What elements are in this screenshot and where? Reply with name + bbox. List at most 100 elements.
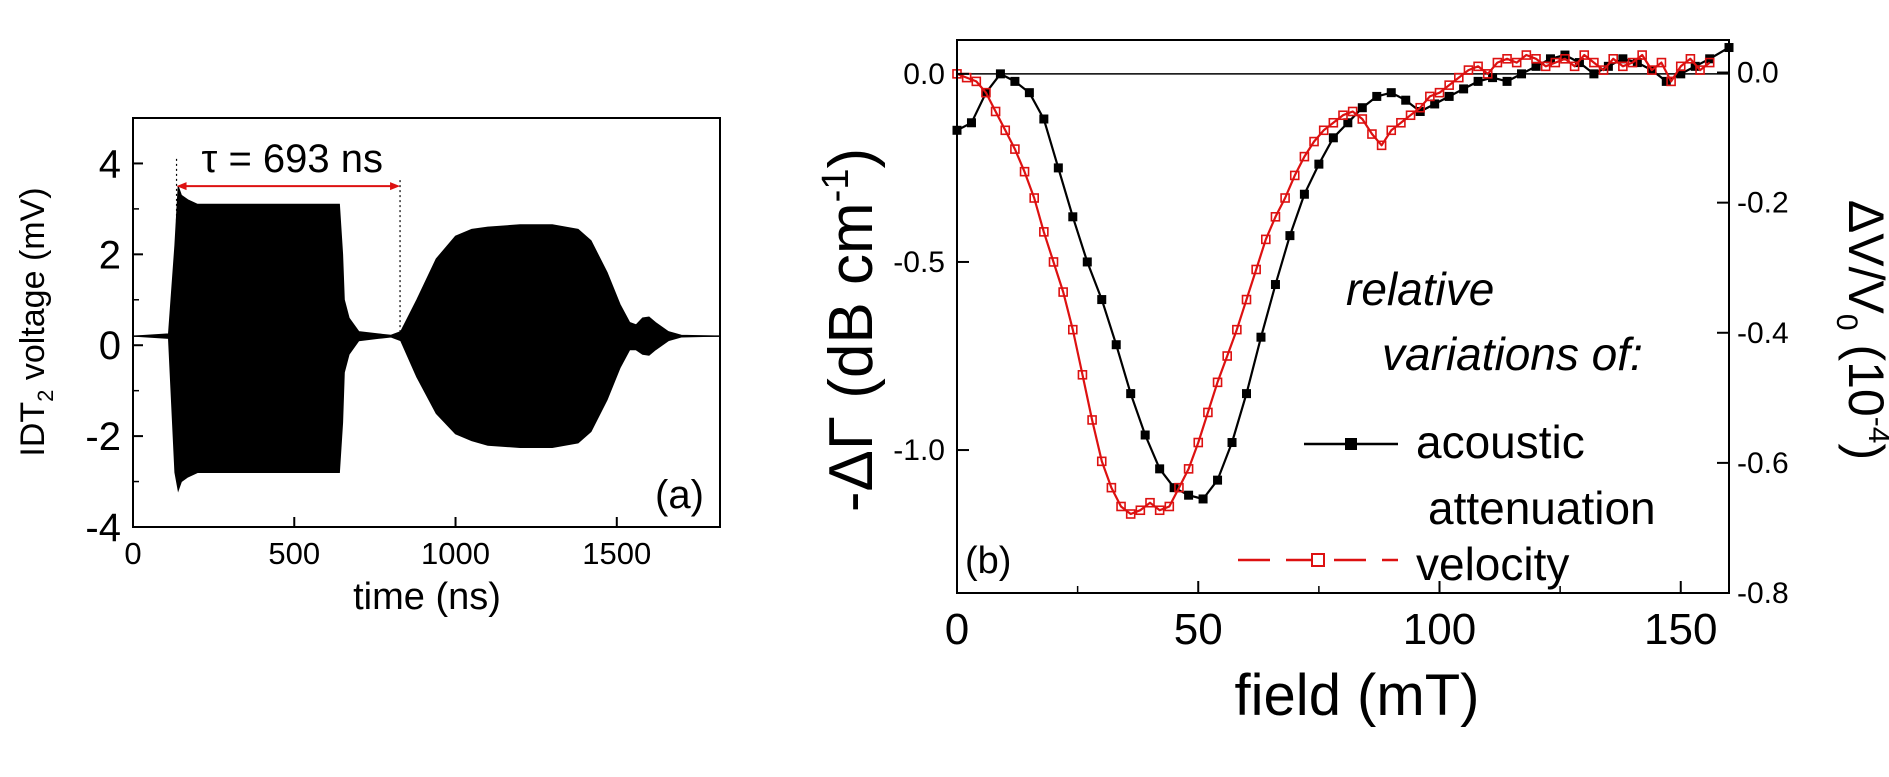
data-point-velocity bbox=[1096, 456, 1107, 467]
legend-marker-acoustic bbox=[1345, 438, 1357, 450]
panel-b-x-tick-label: 100 bbox=[1403, 605, 1476, 654]
data-point-velocity bbox=[1511, 57, 1522, 68]
data-point-acoustic bbox=[1198, 494, 1208, 504]
panel-b-x-tick-label: 50 bbox=[1174, 605, 1223, 654]
data-point-velocity bbox=[1087, 415, 1097, 425]
panel-a-frame bbox=[132, 117, 721, 528]
panel-b-y-axis-label-right: ΔV/V0 (10-4) bbox=[1830, 200, 1889, 460]
annotation-arrow-head-left bbox=[176, 182, 187, 191]
panel-b-y-tick-label: 0.0 bbox=[903, 58, 945, 91]
panel-a-y-tick-label: -2 bbox=[85, 415, 121, 459]
data-point-velocity bbox=[1589, 57, 1599, 68]
data-point-acoustic bbox=[1068, 212, 1078, 222]
data-point-velocity bbox=[1203, 407, 1213, 418]
data-point-acoustic bbox=[1314, 159, 1324, 169]
data-point-velocity bbox=[1367, 129, 1377, 139]
data-point-velocity bbox=[1010, 144, 1020, 154]
data-point-velocity bbox=[1270, 212, 1281, 222]
annotation-delay-text: τ = 693 ns bbox=[202, 137, 383, 181]
data-point-acoustic bbox=[1299, 189, 1309, 199]
data-point-velocity bbox=[1068, 324, 1078, 335]
data-point-velocity bbox=[1695, 65, 1705, 75]
data-point-acoustic bbox=[1386, 88, 1396, 98]
panel-a-x-tick-label: 1500 bbox=[582, 536, 651, 571]
data-point-acoustic bbox=[1169, 483, 1179, 493]
data-point-velocity bbox=[1434, 87, 1445, 98]
panel-a-y-axis-label: IDT2 voltage (mV) bbox=[14, 187, 58, 456]
data-point-velocity bbox=[1309, 136, 1319, 147]
panel-a-y-tick-label: 0 bbox=[99, 324, 121, 368]
data-point-velocity bbox=[1666, 76, 1676, 87]
data-point-velocity bbox=[1183, 464, 1194, 474]
data-point-acoustic bbox=[1690, 61, 1700, 71]
data-point-acoustic bbox=[1401, 95, 1411, 105]
data-point-velocity bbox=[1125, 509, 1136, 519]
data-point-velocity bbox=[1579, 50, 1590, 60]
data-point-acoustic bbox=[1343, 118, 1353, 128]
data-point-acoustic bbox=[1155, 464, 1165, 474]
data-point-velocity bbox=[1241, 294, 1252, 305]
panel-b-series bbox=[952, 43, 1734, 519]
data-point-velocity bbox=[1598, 65, 1609, 75]
data-point-velocity bbox=[1280, 193, 1290, 203]
data-point-acoustic bbox=[1242, 389, 1251, 399]
data-point-velocity bbox=[1376, 140, 1387, 151]
data-point-acoustic bbox=[1517, 69, 1527, 79]
data-point-velocity bbox=[1618, 61, 1628, 72]
data-point-acoustic bbox=[966, 118, 976, 128]
data-point-velocity bbox=[981, 87, 991, 98]
data-point-velocity bbox=[1328, 117, 1339, 128]
data-point-velocity bbox=[1521, 50, 1532, 60]
data-point-acoustic bbox=[1328, 133, 1338, 143]
data-point-velocity bbox=[1174, 482, 1184, 493]
data-point-acoustic bbox=[1270, 280, 1280, 290]
data-point-acoustic bbox=[1039, 114, 1049, 124]
data-point-velocity bbox=[1289, 170, 1300, 181]
data-point-velocity bbox=[1569, 61, 1580, 72]
data-point-velocity bbox=[1550, 57, 1561, 68]
data-point-acoustic bbox=[1213, 475, 1223, 485]
data-point-velocity bbox=[1106, 482, 1117, 493]
data-point-velocity bbox=[1048, 257, 1059, 267]
data-point-velocity bbox=[1145, 497, 1155, 508]
legend-label-velocity: velocity bbox=[1416, 538, 1569, 590]
data-point-velocity bbox=[1473, 61, 1483, 72]
panel-a-x-tick-label: 1000 bbox=[421, 536, 490, 571]
data-point-velocity bbox=[1627, 57, 1638, 68]
data-point-velocity bbox=[1425, 91, 1435, 102]
data-point-velocity bbox=[1357, 114, 1368, 124]
data-point-acoustic bbox=[1285, 231, 1295, 241]
panel-b: 0 50 100 1500.0-0.5-1.00.0-0.2-0.4-0.6-0.8 … bbox=[815, 39, 1889, 728]
panel-b-y-label-left-main: -ΔΓ (dB cm bbox=[817, 202, 886, 512]
panel-b-y-label-right-sub: 0 bbox=[1830, 314, 1863, 331]
data-point-velocity bbox=[1135, 505, 1146, 516]
panel-b-y-label-left-close: ) bbox=[817, 148, 886, 169]
data-point-velocity bbox=[1222, 351, 1232, 361]
data-point-velocity bbox=[1492, 57, 1503, 68]
legend-label-acoustic: acoustic bbox=[1416, 416, 1585, 468]
data-point-acoustic bbox=[1502, 76, 1512, 86]
data-point-acoustic bbox=[1632, 58, 1642, 68]
data-point-velocity bbox=[1154, 505, 1165, 516]
data-point-acoustic bbox=[1444, 91, 1454, 101]
data-point-velocity bbox=[1058, 287, 1068, 297]
panel-b-frame bbox=[956, 39, 1730, 594]
data-point-acoustic bbox=[1357, 103, 1367, 113]
panel-a-delay-annotation: τ = 693 ns bbox=[175, 137, 401, 337]
panel-b-legend: acoustic attenuation velocity bbox=[1238, 416, 1656, 590]
data-point-velocity bbox=[1463, 65, 1474, 75]
data-point-acoustic bbox=[1603, 61, 1613, 71]
data-point-acoustic bbox=[1589, 69, 1599, 79]
data-point-acoustic bbox=[1488, 73, 1498, 83]
data-point-velocity bbox=[1405, 110, 1416, 121]
data-point-acoustic bbox=[1574, 58, 1584, 68]
panel-b-y-label-left-sup: -1 bbox=[815, 169, 857, 203]
data-point-acoustic bbox=[1661, 76, 1671, 86]
data-point-velocity bbox=[1193, 437, 1204, 448]
data-point-acoustic bbox=[1372, 91, 1382, 101]
data-point-acoustic bbox=[995, 69, 1005, 79]
data-point-velocity bbox=[1077, 370, 1088, 380]
panel-b-y-axis-label-left: -ΔΓ (dB cm-1) bbox=[815, 148, 886, 512]
data-point-acoustic bbox=[1082, 257, 1092, 267]
data-point-acoustic bbox=[1545, 54, 1555, 64]
